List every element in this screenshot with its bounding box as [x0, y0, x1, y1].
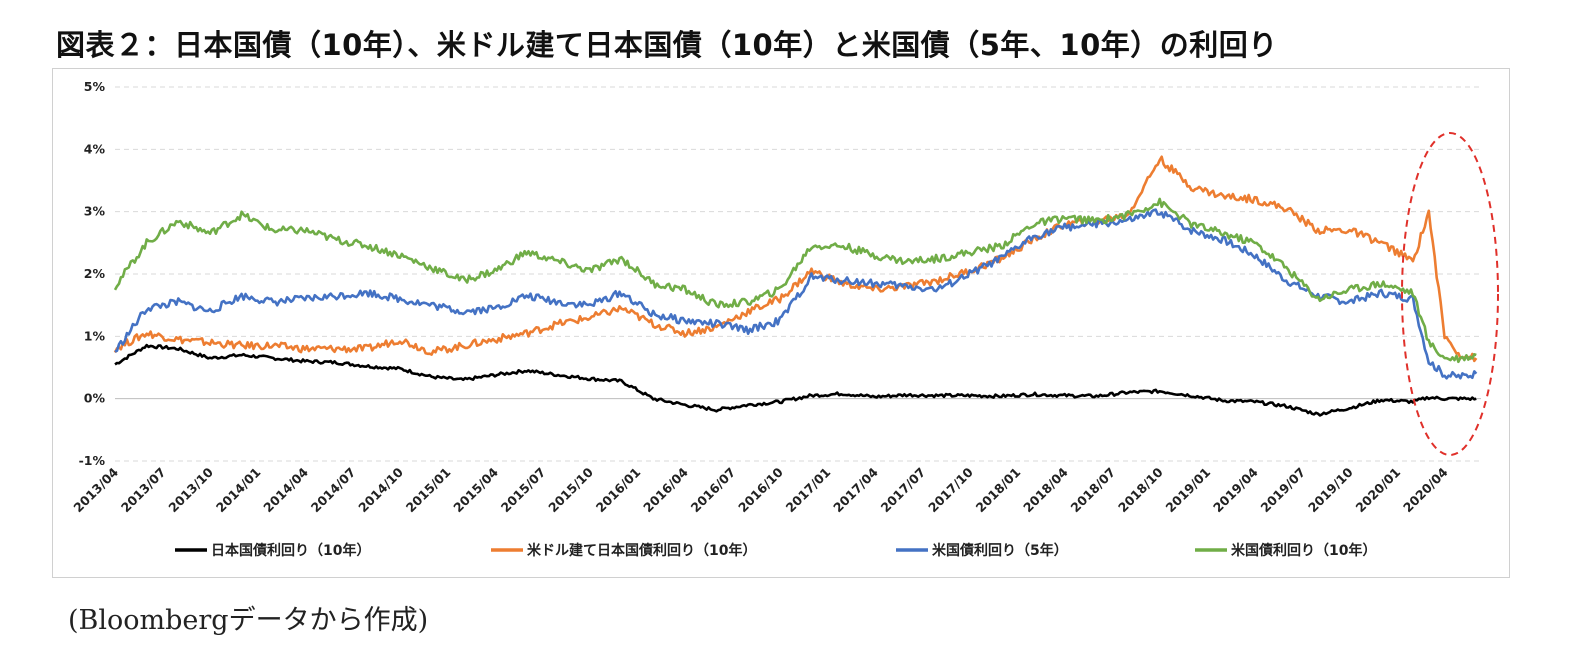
x-tick-label: 2018/10: [1115, 464, 1166, 515]
x-tick-label: 2016/07: [688, 465, 739, 516]
series-line-2: [114, 208, 1478, 380]
x-tick-label: 2014/01: [213, 465, 264, 516]
x-tick-label: 2018/01: [973, 465, 1024, 516]
x-tick-label: 2014/10: [355, 464, 406, 515]
legend-label: 日本国債利回り（10年）: [211, 542, 370, 559]
highlight-ellipse: [1401, 132, 1499, 456]
legend-label: 米ドル建て日本国債利回り（10年）: [527, 542, 756, 559]
grid-lines: [115, 86, 1481, 462]
x-tick-label: 2018/07: [1068, 465, 1119, 516]
legend: 日本国債利回り（10年） 米ドル建て日本国債利回り（10年） 米国債利回り（5年） 米…: [175, 542, 1376, 559]
x-tick-label: 2016/04: [640, 464, 691, 515]
series-line-3: [113, 197, 1477, 364]
x-tick-label: 2019/04: [1210, 464, 1261, 515]
legend-label: 米国債利回り（5年）: [932, 542, 1068, 559]
legend-label: 米国債利回り（10年）: [1231, 542, 1376, 559]
x-tick-label: 2014/04: [260, 464, 311, 515]
x-tick-label: 2017/10: [925, 464, 976, 515]
x-tick-label: 2019/01: [1163, 465, 1214, 516]
x-tick-label: 2013/10: [165, 464, 216, 515]
page-title: 図表２：日本国債（10年）、米ドル建て日本国債（10年）と米国債（5年、10年）…: [56, 28, 1278, 62]
y-tick-label: 2%: [84, 266, 106, 281]
y-tick-label: 5%: [84, 79, 106, 94]
x-tick-label: 2020/01: [1352, 465, 1403, 516]
series-lines: [113, 155, 1478, 417]
x-tick-label: 2015/01: [403, 465, 454, 516]
x-tick-label: 2018/04: [1020, 464, 1071, 515]
x-tick-label: 2017/04: [830, 464, 881, 515]
x-tick-label: 2020/04: [1400, 464, 1451, 515]
series-line-1: [113, 155, 1478, 363]
x-tick-label: 2016/01: [593, 465, 644, 516]
x-tick-label: 2017/01: [783, 465, 834, 516]
x-axis-ticks: 2013/042013/072013/102014/012014/042014/…: [70, 464, 1451, 515]
source-note: (Bloombergデータから作成): [68, 605, 429, 636]
x-tick-label: 2015/04: [450, 464, 501, 515]
y-tick-label: -1%: [79, 453, 106, 468]
y-tick-label: 1%: [84, 328, 106, 343]
x-tick-label: 2015/10: [545, 464, 596, 515]
y-tick-label: 4%: [84, 141, 106, 156]
x-tick-label: 2013/07: [118, 465, 169, 516]
x-tick-label: 2017/07: [878, 465, 929, 516]
x-tick-label: 2019/10: [1305, 464, 1356, 515]
line-chart: 5%4%3%2%1%0%-1% 2013/042013/072013/10201…: [70, 79, 1499, 559]
y-tick-label: 3%: [84, 204, 106, 219]
y-tick-label: 0%: [84, 391, 106, 406]
chart-frame: 5% 4% 3% 2% 1% 0% -1% 2013/04 2013/07 2013/10 201…: [52, 68, 1510, 578]
series-line-0: [114, 343, 1477, 417]
x-tick-label: 2014/07: [308, 465, 359, 516]
x-tick-label: 2015/07: [498, 465, 549, 516]
x-tick-label: 2016/10: [735, 464, 786, 515]
y-axis-ticks: 5% 4% 3% 2% 1% 0% -1%: [79, 79, 106, 468]
x-tick-label: 2019/07: [1258, 465, 1309, 516]
x-tick-label: 2013/04: [70, 464, 121, 515]
